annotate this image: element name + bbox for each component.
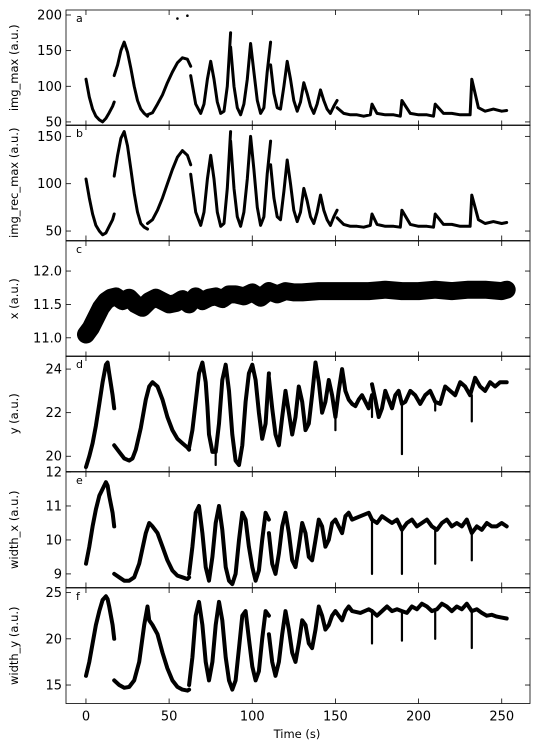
panel-a-outlier-0 <box>176 17 179 20</box>
panel-f-series-segment-1 <box>112 604 192 693</box>
panel-f-series-segment-4 <box>370 601 509 621</box>
panel-c-letter: c <box>76 243 82 256</box>
panel-b-letter: b <box>76 127 83 140</box>
panel-f: 15 20 25 width_y (a.u.) f <box>7 586 531 704</box>
panel-a-ytick-label-2: 150 <box>37 44 62 59</box>
panel-b-ylabel: img_rec_max (a.u.) <box>7 128 21 238</box>
panel-f-ytick-label-1: 20 <box>45 632 62 647</box>
panel-b-series-segment-6 <box>335 193 509 229</box>
panel-a-series-segment-2 <box>146 56 193 117</box>
panel-d-series-segment-2 <box>187 360 271 467</box>
panel-f-frame <box>65 587 531 704</box>
panel-b-series-segment-5 <box>269 158 339 227</box>
panel-b-series-segment-2 <box>146 149 193 225</box>
panel-e-ytick-label-1: 10 <box>45 533 62 548</box>
panel-a: 50 100 150 200 img_max (a.u.) a <box>7 8 531 130</box>
panel-a-frame <box>65 9 531 126</box>
panel-f-series-segment-2 <box>187 599 271 692</box>
panel-e-series-segment-1 <box>112 521 192 583</box>
x-tick-label-5: 250 <box>489 710 514 725</box>
panel-c-frame <box>65 240 531 357</box>
panel-b-ytick-label-1: 100 <box>37 177 62 192</box>
panel-a-series-segment-5 <box>269 59 339 115</box>
panel-f-ytick-label-2: 25 <box>45 586 62 601</box>
panel-f-letter: f <box>76 590 81 603</box>
panel-a-ytick-label-3: 200 <box>37 8 62 23</box>
panel-c-ytick-label-2: 12.0 <box>33 265 62 280</box>
x-tick-label-3: 150 <box>323 710 348 725</box>
panel-c: 11.0 11.5 12.0 x (a.u.) c <box>7 240 531 357</box>
panel-b-ytick-label-2: 150 <box>37 130 62 145</box>
panel-a-series-segment-6 <box>335 77 509 118</box>
panel-d-series-segment-0 <box>84 360 117 470</box>
panel-a-ytick-label-0: 50 <box>45 115 62 130</box>
x-axis-label: Time (s) <box>273 727 321 741</box>
panel-d-letter: d <box>76 358 83 371</box>
x-tick-label-2: 100 <box>240 710 265 725</box>
panel-e-series-segment-4 <box>370 514 509 536</box>
panel-e-frame <box>65 471 531 588</box>
panel-c-ytick-label-1: 11.5 <box>33 298 62 313</box>
panel-d-ylabel: y (a.u.) <box>7 393 21 434</box>
panel-d-ytick-label-1: 22 <box>45 406 62 421</box>
panel-b-frame <box>65 124 531 241</box>
panel-f-ylabel: width_y (a.u.) <box>7 606 21 685</box>
panel-e-letter: e <box>76 474 83 487</box>
x-tick-label-0: 0 <box>82 710 90 725</box>
panel-d-series-segment-1 <box>112 380 192 463</box>
panel-a-ytick-label-1: 100 <box>37 80 62 95</box>
panel-b-series-segment-0 <box>84 177 116 237</box>
x-tick-label-1: 50 <box>161 710 178 725</box>
panel-e-ytick-label-2: 11 <box>45 499 62 514</box>
x-tick-label-4: 200 <box>406 710 431 725</box>
panel-d: 20 22 24 y (a.u.) d <box>7 355 531 472</box>
panel-a-series-segment-3 <box>189 31 233 115</box>
panel-e-ytick-label-0: 9 <box>54 567 62 582</box>
panel-e-series-segment-2 <box>187 504 271 587</box>
panel-a-letter: a <box>76 12 83 25</box>
panel-a-ylabel: img_max (a.u.) <box>7 24 21 111</box>
panel-b: 50 100 150 img_rec_max (a.u.) b <box>7 124 531 241</box>
panel-b-series-segment-4 <box>229 134 273 228</box>
panel-d-series-segment-3 <box>266 360 374 448</box>
panel-b-series-segment-1 <box>112 130 149 231</box>
panel-e: 9 10 11 12 width_x (a.u.) e <box>7 466 531 588</box>
panel-b-ytick-label-0: 50 <box>45 225 62 240</box>
panel-a-outlier-1 <box>186 14 189 18</box>
panel-e-ylabel: width_x (a.u.) <box>7 490 21 569</box>
panel-d-ytick-label-2: 24 <box>45 363 62 378</box>
panel-e-ytick-label-3: 12 <box>45 466 62 481</box>
panel-c-ylabel: x (a.u.) <box>7 278 21 319</box>
panel-e-series-segment-3 <box>266 510 374 576</box>
panel-d-ytick-label-0: 20 <box>45 450 62 465</box>
panel-f-series-segment-0 <box>84 594 117 678</box>
panel-d-frame <box>65 355 531 472</box>
panel-b-series-segment-3 <box>189 130 233 228</box>
panel-c-series-segment-0 <box>77 280 516 344</box>
panel-e-series-segment-0 <box>84 480 117 566</box>
panel-d-series-segment-4 <box>370 375 509 419</box>
panel-a-series-segment-4 <box>229 40 273 117</box>
panel-f-ytick-label-0: 15 <box>45 679 62 694</box>
panel-a-series-segment-0 <box>84 77 116 124</box>
panel-a-series-segment-1 <box>112 40 149 118</box>
panel-f-series-segment-3 <box>266 604 374 678</box>
panel-c-ytick-label-0: 11.0 <box>33 331 62 346</box>
